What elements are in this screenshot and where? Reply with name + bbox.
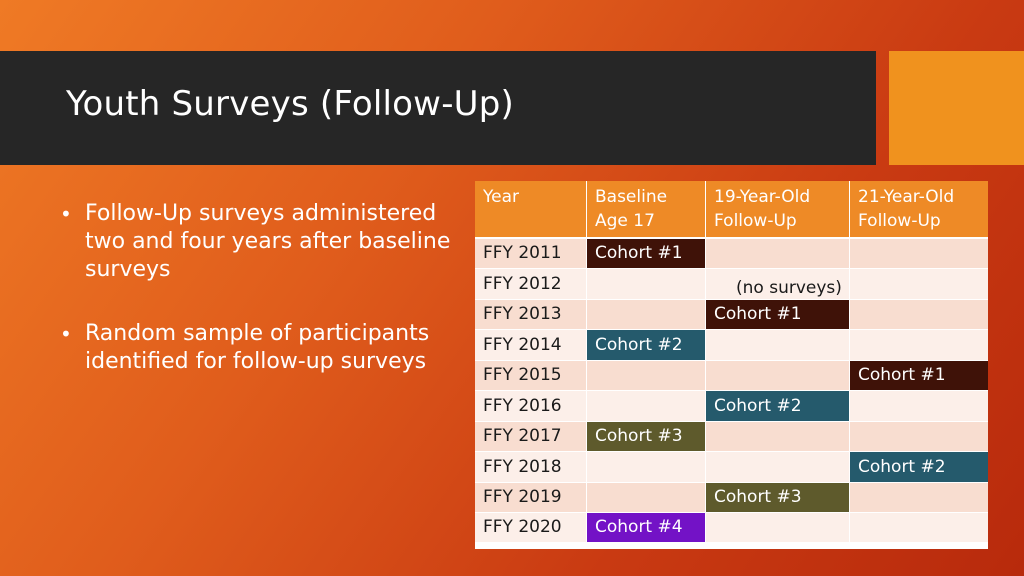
fu19-cell	[706, 269, 849, 299]
fu19-cell	[706, 361, 849, 390]
fu19-cell	[706, 513, 849, 542]
no-surveys-note: (no surveys)	[736, 278, 842, 298]
year-cell: FFY 2013	[475, 300, 586, 329]
year-cell: FFY 2019	[475, 483, 586, 512]
year-cell: FFY 2016	[475, 391, 586, 421]
fu19-cell	[706, 239, 849, 268]
fu21-cell	[850, 422, 988, 451]
fu21-cell: Cohort #2	[850, 452, 988, 482]
year-cell: FFY 2018	[475, 452, 586, 482]
year-cell: FFY 2020	[475, 513, 586, 542]
fu19-cell: Cohort #2	[706, 391, 849, 421]
baseline-cell	[587, 361, 705, 390]
baseline-cell: Cohort #1	[587, 239, 705, 268]
bullet-icon: •	[60, 322, 72, 346]
baseline-cell	[587, 269, 705, 299]
table-header-year: Year	[475, 181, 586, 237]
bullet-list: • Follow-Up surveys administered two and…	[60, 200, 455, 412]
baseline-cell: Cohort #2	[587, 330, 705, 360]
year-cell: FFY 2015	[475, 361, 586, 390]
bullet-item: • Follow-Up surveys administered two and…	[60, 200, 455, 284]
fu21-cell	[850, 269, 988, 299]
slide-title: Youth Surveys (Follow-Up)	[66, 84, 514, 124]
fu21-cell	[850, 513, 988, 542]
fu21-cell	[850, 300, 988, 329]
fu21-cell	[850, 239, 988, 268]
fu19-cell	[706, 452, 849, 482]
table-header-fu19: 19-Year-Old Follow-Up	[706, 181, 849, 237]
accent-square	[889, 51, 1024, 165]
baseline-cell	[587, 452, 705, 482]
baseline-cell	[587, 391, 705, 421]
bullet-text: Random sample of participants identified…	[85, 321, 430, 374]
bullet-item: • Random sample of participants identifi…	[60, 320, 455, 376]
baseline-cell: Cohort #4	[587, 513, 705, 542]
title-bar	[0, 51, 876, 165]
table-header-fu21: 21-Year-Old Follow-Up	[850, 181, 988, 237]
fu19-cell	[706, 422, 849, 451]
baseline-cell	[587, 300, 705, 329]
fu19-cell: Cohort #3	[706, 483, 849, 512]
fu21-cell	[850, 330, 988, 360]
fu19-cell	[706, 330, 849, 360]
table-header-baseline: Baseline Age 17	[587, 181, 705, 237]
bullet-text: Follow-Up surveys administered two and f…	[85, 201, 451, 282]
survey-schedule-table: Year Baseline Age 17 19-Year-Old Follow-Up…	[475, 181, 988, 549]
year-cell: FFY 2017	[475, 422, 586, 451]
fu21-cell: Cohort #1	[850, 361, 988, 390]
baseline-cell	[587, 483, 705, 512]
fu21-cell	[850, 391, 988, 421]
fu21-cell	[850, 483, 988, 512]
fu19-cell: Cohort #1	[706, 300, 849, 329]
bullet-icon: •	[60, 202, 72, 226]
year-cell: FFY 2011	[475, 239, 586, 268]
year-cell: FFY 2012	[475, 269, 586, 299]
baseline-cell: Cohort #3	[587, 422, 705, 451]
year-cell: FFY 2014	[475, 330, 586, 360]
